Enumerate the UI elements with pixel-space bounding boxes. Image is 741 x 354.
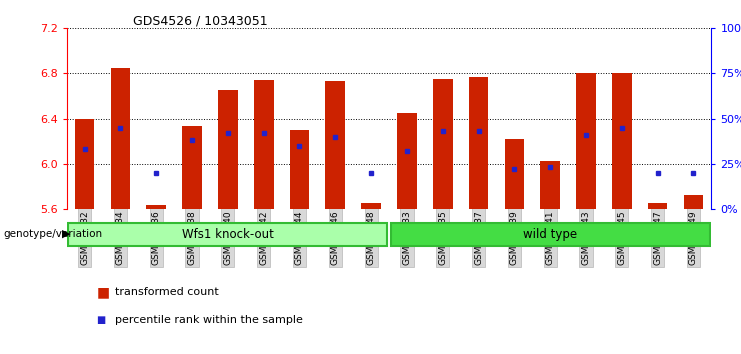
Text: ▶: ▶	[62, 229, 70, 239]
Text: genotype/variation: genotype/variation	[4, 229, 103, 239]
FancyBboxPatch shape	[68, 223, 388, 246]
Bar	[505, 139, 524, 209]
Bar	[576, 74, 596, 209]
Bar	[433, 79, 453, 209]
Bar	[110, 68, 130, 209]
Bar	[648, 203, 668, 209]
Text: ■: ■	[96, 285, 110, 299]
Bar	[290, 130, 309, 209]
Bar	[612, 74, 631, 209]
Text: transformed count: transformed count	[115, 287, 219, 297]
Bar	[684, 195, 703, 209]
FancyBboxPatch shape	[391, 223, 710, 246]
Bar	[218, 90, 238, 209]
Text: ■: ■	[96, 315, 105, 325]
Text: GDS4526 / 10343051: GDS4526 / 10343051	[133, 14, 268, 27]
Bar	[469, 77, 488, 209]
Bar	[254, 80, 273, 209]
Bar	[182, 126, 202, 209]
Text: percentile rank within the sample: percentile rank within the sample	[115, 315, 303, 325]
Text: wild type: wild type	[523, 228, 577, 241]
Bar	[362, 203, 381, 209]
Text: Wfs1 knock-out: Wfs1 knock-out	[182, 228, 273, 241]
Bar	[325, 81, 345, 209]
Bar	[147, 205, 166, 209]
Bar	[397, 113, 416, 209]
Bar	[75, 119, 94, 209]
Bar	[540, 161, 560, 209]
